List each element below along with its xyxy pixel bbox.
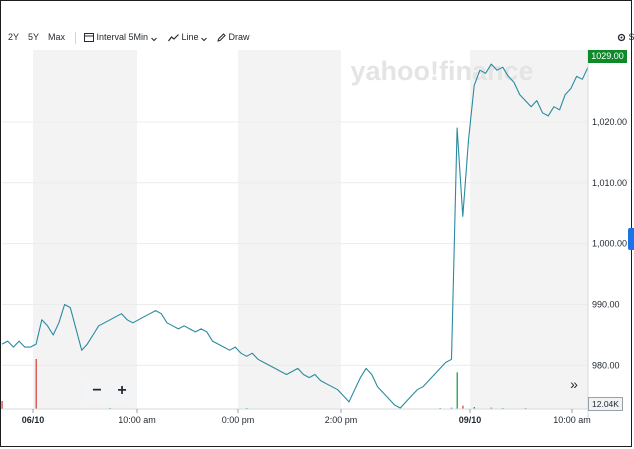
volume-bar [490, 407, 493, 409]
chevron-down-icon [201, 37, 207, 42]
y-tick-label: 1,010.00 [592, 178, 627, 188]
zoom-in-button[interactable]: + [117, 382, 127, 399]
interval-label: Interval [96, 32, 127, 42]
yahoo-finance-watermark: yahoo!finance [350, 56, 533, 86]
y-tick-label: 980.00 [592, 360, 620, 370]
volume-bar [473, 407, 476, 409]
volume-bar [462, 405, 464, 409]
price-series-line [1, 63, 589, 409]
price-chart[interactable]: yahoo!finance 1,020.00 1,010.00 1,000.00 99… [0, 47, 634, 427]
calendar-icon [84, 33, 94, 42]
interval-value: 5Min [128, 32, 149, 42]
draw-button[interactable]: Draw [217, 32, 250, 42]
x-tick-label: 09/10 [459, 415, 482, 425]
x-tick-label: 2:00 pm [325, 415, 358, 425]
x-tick-label: 06/10 [22, 415, 45, 425]
chart-type-label: Line [181, 32, 199, 42]
draw-label: Draw [228, 32, 250, 42]
gear-icon [617, 33, 626, 42]
x-tick-label: 10:00 am [118, 415, 156, 425]
scroll-to-latest-button[interactable]: » [570, 376, 578, 392]
volume-bar [1, 401, 3, 409]
y-tick-label: 1,020.00 [592, 117, 627, 127]
x-tick-label: 0:00 pm [222, 415, 255, 425]
session-shade [238, 50, 341, 409]
y-tick-label: 990.00 [592, 300, 620, 310]
side-panel-tab[interactable] [628, 228, 634, 250]
session-shade [470, 50, 588, 409]
chart-type-dropdown[interactable]: Line [168, 32, 207, 42]
current-price-tag: 1029.00 [588, 50, 627, 63]
zoom-controls: − + [83, 380, 135, 402]
x-tick-label: 10:00 am [553, 415, 591, 425]
range-5y-button[interactable]: 5Y [28, 32, 40, 42]
toolbar-divider [75, 32, 76, 44]
y-tick-label: 1,000.00 [592, 239, 627, 249]
pencil-icon [217, 33, 226, 42]
range-max-button[interactable]: Max [48, 32, 66, 42]
volume-bar [450, 407, 453, 409]
interval-dropdown[interactable]: Interval 5Min [84, 32, 157, 42]
chevron-down-icon [150, 37, 157, 42]
line-chart-icon [168, 34, 179, 42]
chart-toolbar: 2Y 5Y Max Interval 5Min Line Draw S [0, 30, 634, 46]
range-2y-button[interactable]: 2Y [8, 32, 20, 42]
session-shade [33, 50, 137, 409]
volume-bar [35, 359, 37, 409]
volume-bar [456, 372, 458, 409]
settings-label: S [628, 32, 634, 42]
volume-tag: 12.04K [588, 397, 623, 411]
settings-button[interactable]: S [617, 32, 634, 42]
zoom-out-button[interactable]: − [92, 382, 102, 399]
